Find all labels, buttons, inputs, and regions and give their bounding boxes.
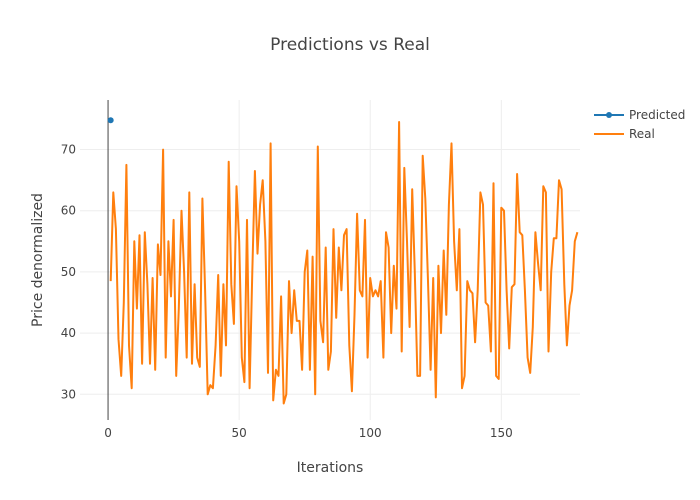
y-tick-label: 40: [61, 326, 76, 340]
chart-title: Predictions vs Real: [270, 35, 430, 55]
legend-label-real: Real: [629, 127, 655, 141]
legend-label-predicted: Predicted: [629, 108, 685, 122]
x-axis-title: Iterations: [297, 460, 364, 476]
legend-item-predicted[interactable]: Predicted: [594, 108, 685, 122]
x-tick-label: 0: [104, 426, 112, 440]
y-tick-label: 70: [61, 143, 76, 157]
x-tick-label: 100: [359, 426, 382, 440]
series-layer: [107, 117, 579, 405]
y-tick-label: 30: [61, 387, 76, 401]
y-tick-labels: 30 40 50 60 70: [61, 143, 76, 402]
point-predicted: [107, 117, 114, 124]
y-tick-label: 50: [61, 265, 76, 279]
legend-marker-predicted: [606, 112, 612, 118]
series-line-real: [109, 121, 579, 405]
y-axis-title: Price denormalized: [30, 193, 46, 327]
x-tick-label: 50: [232, 426, 247, 440]
x-tick-labels: 0 50 100 150: [104, 426, 513, 440]
legend[interactable]: Predicted Real: [594, 108, 685, 141]
x-tick-label: 150: [490, 426, 513, 440]
y-tick-label: 60: [61, 204, 76, 218]
legend-item-real[interactable]: Real: [594, 127, 655, 141]
